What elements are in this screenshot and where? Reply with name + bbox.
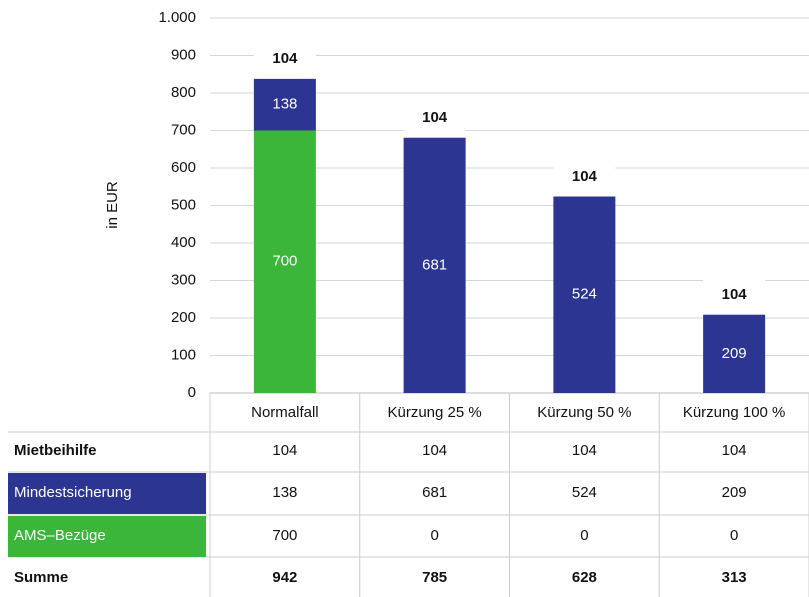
bar-segment	[253, 130, 316, 393]
bar-segment	[403, 98, 466, 138]
y-tick-label: 100	[171, 346, 196, 363]
data-label: 524	[572, 286, 597, 303]
total-value: 628	[572, 569, 597, 586]
y-tick-label: 0	[188, 384, 196, 401]
y-tick-label: 900	[171, 46, 196, 63]
data-label: 104	[722, 286, 748, 303]
data-label: 104	[572, 168, 598, 185]
table-value: 104	[422, 442, 447, 459]
y-axis-label: in EUR	[104, 181, 121, 229]
data-label: 138	[272, 96, 297, 113]
y-tick-label: 700	[171, 121, 196, 138]
table-value: 138	[272, 484, 297, 501]
bar-segment	[403, 137, 466, 393]
legend-cell	[8, 516, 206, 557]
table-value: 0	[430, 527, 438, 544]
table-value: 104	[272, 442, 297, 459]
table-value: 0	[730, 527, 738, 544]
total-value: 942	[272, 569, 297, 586]
table-value: 209	[722, 484, 747, 501]
data-label: 700	[272, 253, 297, 270]
data-label: 681	[422, 256, 447, 273]
x-tick-label: Kürzung 100 %	[683, 404, 786, 421]
legend-label: Mietbeihilfe	[14, 442, 97, 459]
bar-segment	[253, 78, 316, 131]
bar-segment	[703, 314, 766, 393]
y-tick-label: 400	[171, 234, 196, 251]
bar-segment	[553, 157, 616, 197]
table-value: 104	[722, 442, 747, 459]
total-label: Summe	[14, 569, 68, 586]
y-tick-label: 600	[171, 159, 196, 176]
data-label: 104	[272, 50, 298, 67]
legend-label: AMS–Bezüge	[14, 527, 106, 544]
table-value: 681	[422, 484, 447, 501]
total-value: 313	[722, 569, 747, 586]
data-label: 209	[722, 345, 747, 362]
bar-segment	[253, 39, 316, 79]
bar-segment	[553, 196, 616, 393]
table-value: 0	[580, 527, 588, 544]
table-value: 104	[572, 442, 597, 459]
total-value: 785	[422, 569, 447, 586]
table-value: 700	[272, 527, 297, 544]
y-tick-label: 300	[171, 271, 196, 288]
x-tick-label: Kürzung 50 %	[537, 404, 631, 421]
x-tick-label: Normalfall	[251, 404, 319, 421]
data-label: 104	[422, 109, 448, 126]
y-tick-label: 500	[171, 196, 196, 213]
y-tick-label: 1.000	[158, 9, 196, 26]
legend-label: Mindestsicherung	[14, 484, 132, 501]
y-tick-label: 200	[171, 309, 196, 326]
y-tick-label: 800	[171, 84, 196, 101]
table-value: 524	[572, 484, 597, 501]
legend-cell	[8, 473, 206, 514]
x-tick-label: Kürzung 25 %	[388, 404, 482, 421]
bar-segment	[703, 275, 766, 315]
